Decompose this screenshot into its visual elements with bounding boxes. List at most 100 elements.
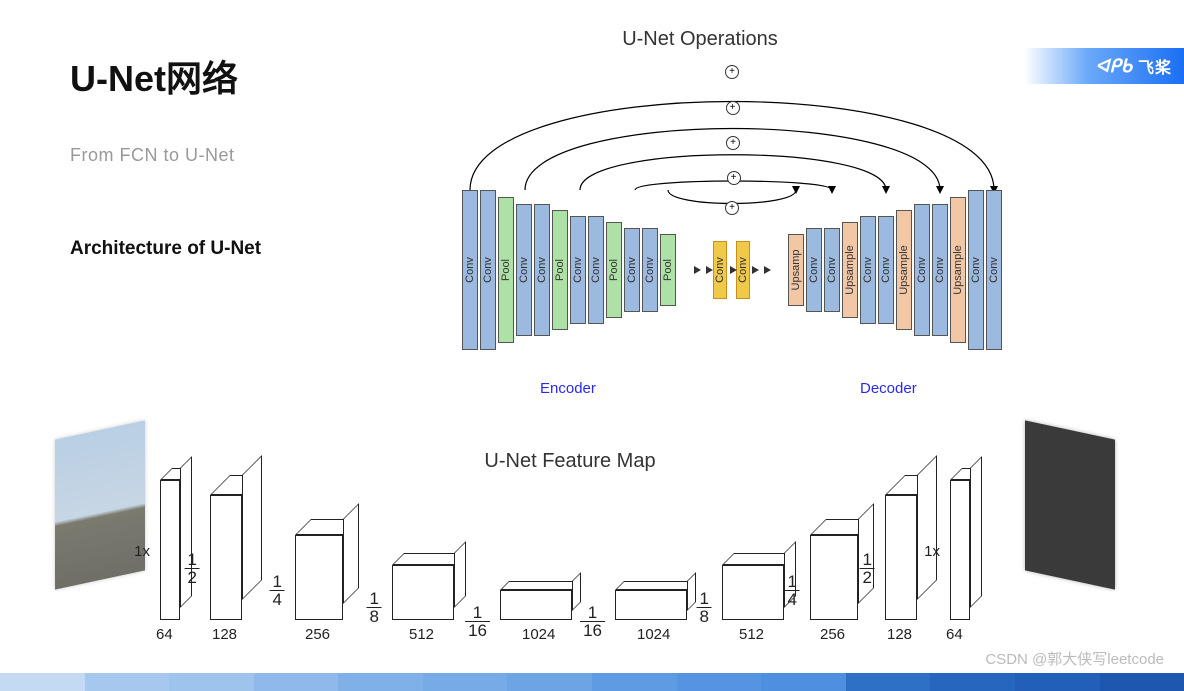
layer-label: Conv xyxy=(644,257,656,283)
channels-label: 1024 xyxy=(637,626,670,643)
up-layer: Upsample xyxy=(896,210,912,330)
channels-label: 512 xyxy=(739,626,764,643)
layer-label: Pool xyxy=(554,259,566,281)
conv-layer: Conv xyxy=(878,216,894,324)
feature-block xyxy=(615,581,705,620)
layer-label: Pool xyxy=(500,259,512,281)
feature-map-diagram: 1x64121281425618512116102411610241851214… xyxy=(55,420,1135,660)
footer-gradient-band xyxy=(0,673,1184,691)
encoder-label: Encoder xyxy=(540,380,596,397)
layer-label: Conv xyxy=(988,257,1000,283)
layer-label: Upsample xyxy=(844,245,856,295)
conv-layer: Conv xyxy=(860,216,876,324)
feature-block xyxy=(160,468,204,620)
scale-label: 12 xyxy=(185,551,200,586)
layer-label: Conv xyxy=(518,257,530,283)
skip-add-icon: + xyxy=(726,101,740,115)
conv-layer: Conv xyxy=(624,228,640,312)
channels-label: 64 xyxy=(156,626,173,643)
scale-label: 18 xyxy=(367,590,382,625)
feature-block xyxy=(810,519,890,620)
scale-label: 116 xyxy=(465,604,490,639)
layer-label: Pool xyxy=(608,259,620,281)
feature-block xyxy=(885,475,957,620)
pool-layer: Pool xyxy=(498,197,514,343)
layer-label: Conv xyxy=(934,257,946,283)
layer-label: Conv xyxy=(572,257,584,283)
pool-layer: Pool xyxy=(552,210,568,330)
channels-label: 64 xyxy=(946,626,963,643)
page-subtitle: From FCN to U-Net xyxy=(70,145,235,166)
flow-arrow-icon xyxy=(730,266,737,274)
channels-label: 512 xyxy=(409,626,434,643)
scale-label: 1x xyxy=(134,543,150,560)
layer-label: Conv xyxy=(626,257,638,283)
pool-layer: Pool xyxy=(606,222,622,318)
flow-arrow-icon xyxy=(694,266,701,274)
skip-add-icon: + xyxy=(727,171,741,185)
scale-label: 18 xyxy=(697,590,712,625)
layer-label: Conv xyxy=(862,257,874,283)
conv-layer: Conv xyxy=(480,190,496,350)
layer-label: Conv xyxy=(808,257,820,283)
brand-text: 飞桨 xyxy=(1138,54,1172,78)
ops-title: U-Net Operations xyxy=(550,28,850,51)
flow-arrow-icon xyxy=(752,266,759,274)
conv-layer: Conv xyxy=(914,204,930,336)
input-image xyxy=(55,420,145,589)
pool-layer: Pool xyxy=(660,234,676,306)
layer-label: Conv xyxy=(916,257,928,283)
channels-label: 128 xyxy=(212,626,237,643)
conv-layer: Conv xyxy=(642,228,658,312)
scale-label: 12 xyxy=(860,551,875,586)
layer-label: Conv xyxy=(482,257,494,283)
layer-label: Conv xyxy=(714,257,726,283)
skip-add-icon: + xyxy=(725,65,739,79)
feature-block xyxy=(500,581,590,620)
bneck-layer: Conv xyxy=(736,241,750,299)
scale-label: 1x xyxy=(924,543,940,560)
watermark: CSDN @郭大侠写leetcode xyxy=(985,648,1164,669)
output-image xyxy=(1025,420,1115,589)
conv-layer: Conv xyxy=(986,190,1002,350)
architecture-diagram: Conv Conv Pool Conv Conv Pool Conv Conv Pool Conv… xyxy=(440,50,1100,400)
up-layer: Upsample xyxy=(950,197,966,343)
paddle-icon: ᐊᑭᑲ xyxy=(1096,56,1132,77)
conv-layer: Conv xyxy=(824,228,840,312)
layer-label: Upsample xyxy=(952,245,964,295)
conv-layer: Conv xyxy=(588,216,604,324)
layer-label: Conv xyxy=(880,257,892,283)
channels-label: 256 xyxy=(820,626,845,643)
section-heading: Architecture of U-Net xyxy=(70,238,261,260)
conv-layer: Conv xyxy=(932,204,948,336)
skip-add-icon: + xyxy=(726,136,740,150)
flow-arrow-icon xyxy=(764,266,771,274)
conv-layer: Conv xyxy=(968,190,984,350)
flow-arrow-icon xyxy=(706,266,713,274)
conv-layer: Conv xyxy=(534,204,550,336)
conv-layer: Conv xyxy=(806,228,822,312)
feature-block xyxy=(950,468,994,620)
layer-label: Upsample xyxy=(898,245,910,295)
layer-label: Conv xyxy=(464,257,476,283)
layer-label: Upsamp xyxy=(790,250,802,291)
channels-label: 128 xyxy=(887,626,912,643)
page-title: U-Net网络 xyxy=(70,50,238,102)
layer-label: Conv xyxy=(590,257,602,283)
conv-layer: Conv xyxy=(462,190,478,350)
layer-label: Conv xyxy=(737,257,749,283)
bneck-layer: Conv xyxy=(713,241,727,299)
channels-label: 1024 xyxy=(522,626,555,643)
layer-label: Pool xyxy=(662,259,674,281)
scale-label: 116 xyxy=(580,604,605,639)
scale-label: 14 xyxy=(785,573,800,608)
up-layer: Upsample xyxy=(842,222,858,318)
decoder-label: Decoder xyxy=(860,380,917,397)
feature-block xyxy=(295,519,375,620)
skip-add-icon: + xyxy=(725,201,739,215)
channels-label: 256 xyxy=(305,626,330,643)
layer-label: Conv xyxy=(826,257,838,283)
conv-layer: Conv xyxy=(570,216,586,324)
layer-label: Conv xyxy=(536,257,548,283)
conv-layer: Conv xyxy=(516,204,532,336)
